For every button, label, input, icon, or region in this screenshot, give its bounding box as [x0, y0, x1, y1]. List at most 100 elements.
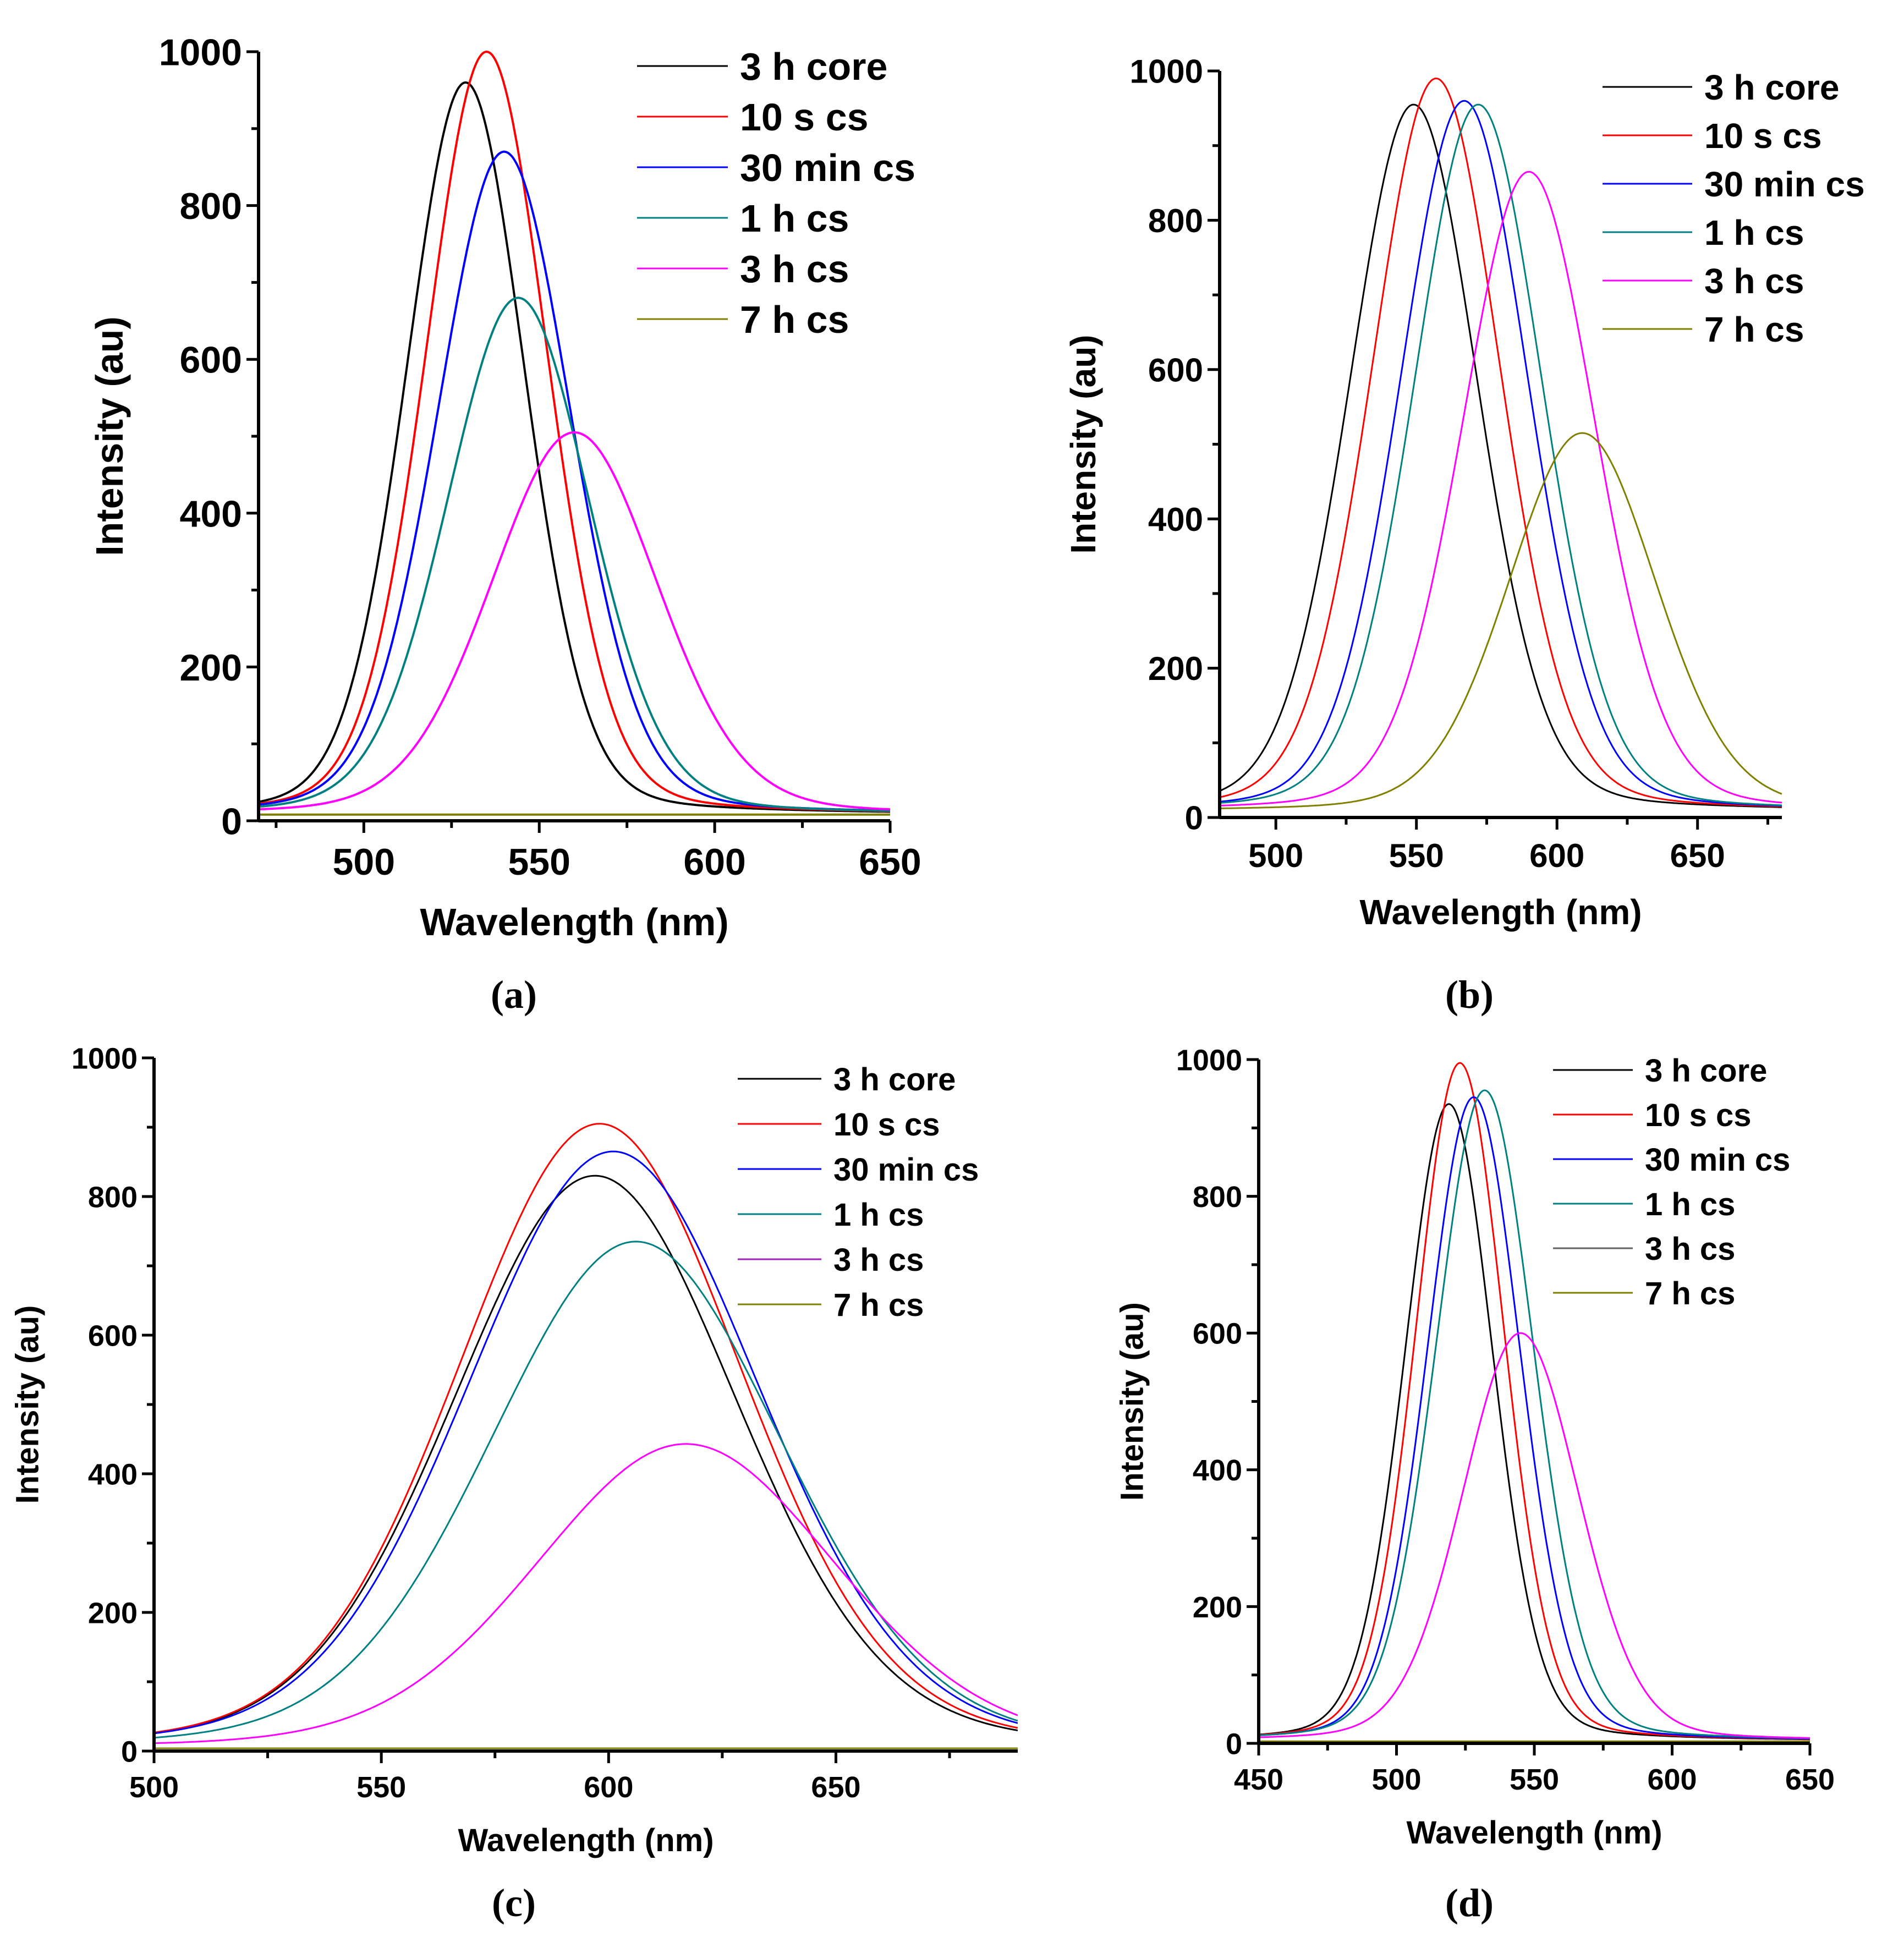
x-tick-label: 550	[508, 841, 570, 883]
y-axis-title: Intensity (au)	[1063, 334, 1103, 553]
y-tick-label: 1000	[1130, 53, 1203, 90]
y-axis-title: Intensity (au)	[10, 1305, 46, 1504]
y-tick-label: 0	[1226, 1727, 1242, 1760]
panel-caption: (b)	[1445, 973, 1494, 1017]
chart-panel-c: 500 550 600 650 0 200 400 600 800 1000 Wavelength …	[10, 1042, 1018, 1925]
legend-label: 1 h cs	[740, 197, 849, 240]
legend-label: 30 min cs	[1645, 1142, 1790, 1178]
series-line-10-s-cs	[154, 1123, 1018, 1733]
x-tick-label: 650	[859, 841, 921, 883]
x-tick-label: 650	[1670, 837, 1725, 874]
y-tick-label: 800	[88, 1181, 138, 1214]
x-tick-label: 500	[129, 1771, 179, 1804]
legend-label: 3 h core	[1645, 1053, 1767, 1089]
series-line-1-h-cs	[1259, 1089, 1810, 1739]
y-tick-label: 600	[1193, 1318, 1242, 1351]
y-tick-label: 800	[1148, 202, 1203, 239]
legend-label: 3 h core	[833, 1062, 956, 1098]
legend-label: 30 min cs	[740, 146, 915, 189]
y-tick-label: 200	[1148, 650, 1203, 687]
legend-label: 7 h cs	[740, 298, 849, 341]
y-tick-label: 200	[180, 647, 242, 689]
x-tick-label: 550	[1389, 837, 1444, 874]
x-tick-label: 650	[811, 1771, 860, 1804]
x-tick-label: 550	[356, 1771, 406, 1804]
series-line-3-h-core	[1220, 103, 1782, 808]
y-tick-label: 1000	[1176, 1044, 1242, 1077]
y-tick-label: 1000	[72, 1042, 138, 1075]
legend: 3 h core 10 s cs 30 min cs 1 h cs 3 h cs 7 h …	[738, 1062, 979, 1323]
y-tick-label: 600	[1148, 352, 1203, 388]
legend-label: 7 h cs	[1704, 310, 1804, 349]
legend-label: 3 h cs	[1645, 1231, 1735, 1267]
legend-label: 1 h cs	[833, 1197, 924, 1233]
series-line-3-h-cs	[154, 1443, 1018, 1744]
legend: 3 h core 10 s cs 30 min cs 1 h cs 3 h cs 7 h …	[1603, 68, 1865, 349]
legend-label: 10 s cs	[1645, 1098, 1752, 1133]
chart-panel-d: 450 500 550 600 650 0 200 400 600 800 1000 Waveleng…	[1115, 1044, 1835, 1925]
legend-label: 7 h cs	[833, 1287, 924, 1323]
x-tick-label: 600	[1647, 1763, 1697, 1796]
y-axis-title: Intensity (au)	[1115, 1302, 1150, 1501]
x-tick-label: 500	[1248, 837, 1303, 874]
panel-caption: (c)	[492, 1881, 536, 1925]
panel-caption: (d)	[1445, 1881, 1494, 1925]
series-line-30-min-cs	[1220, 100, 1782, 807]
legend-label: 3 h core	[1704, 68, 1839, 107]
legend-label: 3 h cs	[1704, 261, 1804, 301]
legend-label: 10 s cs	[1704, 116, 1822, 156]
legend: 3 h core 10 s cs 30 min cs 1 h cs 3 h cs 7 h …	[1553, 1053, 1790, 1312]
x-tick-label: 450	[1234, 1763, 1283, 1796]
series-line-30-min-cs	[1259, 1096, 1810, 1740]
series-line-30-min-cs	[154, 1150, 1018, 1735]
legend-label: 30 min cs	[833, 1152, 979, 1188]
series-line-3-h-cs	[1259, 1332, 1810, 1739]
y-tick-label: 800	[1193, 1181, 1242, 1214]
series-line-10-s-cs	[1220, 78, 1782, 808]
series-line-7-h-cs	[1220, 432, 1782, 809]
x-tick-label: 500	[1371, 1763, 1421, 1796]
y-tick-label: 600	[88, 1319, 138, 1352]
y-tick-label: 800	[180, 185, 242, 227]
y-tick-label: 200	[88, 1596, 138, 1629]
x-tick-label: 550	[1510, 1763, 1559, 1796]
series-line-1-h-cs	[1220, 103, 1782, 806]
x-tick-label: 600	[1529, 837, 1584, 874]
x-tick-label: 600	[683, 841, 745, 883]
y-tick-label: 0	[221, 800, 242, 842]
y-tick-label: 200	[1193, 1591, 1242, 1624]
legend-label: 3 h cs	[833, 1242, 924, 1278]
y-tick-label: 400	[88, 1458, 138, 1491]
panel-caption: (a)	[491, 973, 537, 1017]
x-axis-title: Wavelength (nm)	[1359, 892, 1642, 932]
legend-label: 3 h cs	[740, 248, 849, 290]
y-tick-label: 400	[180, 493, 242, 535]
legend-label: 1 h cs	[1645, 1187, 1735, 1222]
legend-label: 3 h core	[740, 45, 887, 88]
legend-label: 30 min cs	[1704, 164, 1865, 204]
x-axis-title: Wavelength (nm)	[458, 1823, 714, 1858]
legend-label: 10 s cs	[833, 1107, 940, 1143]
legend-label: 10 s cs	[740, 96, 869, 139]
legend: 3 h core 10 s cs 30 min cs 1 h cs 3 h cs 7 h …	[637, 45, 915, 341]
y-tick-label: 0	[121, 1735, 138, 1768]
legend-label: 7 h cs	[1645, 1276, 1735, 1312]
y-axis-title: Intensity (au)	[88, 316, 131, 556]
y-tick-label: 400	[1148, 501, 1203, 538]
y-tick-label: 600	[180, 339, 242, 381]
x-tick-label: 600	[584, 1771, 633, 1804]
chart-panel-a: 500 550 600 650 0 200 400 600 800 1000 Wavelength …	[88, 31, 921, 1017]
y-tick-label: 400	[1193, 1454, 1242, 1487]
x-tick-label: 650	[1785, 1763, 1835, 1796]
x-axis-title: Wavelength (nm)	[420, 901, 728, 943]
legend-label: 1 h cs	[1704, 213, 1804, 253]
series-line-3-h-cs	[259, 431, 890, 811]
series-line-3-h-core	[154, 1175, 1018, 1735]
y-tick-label: 1000	[159, 31, 242, 73]
x-tick-label: 500	[333, 841, 395, 883]
x-axis-title: Wavelength (nm)	[1406, 1815, 1662, 1851]
chart-panel-b: 500 550 600 650 0 200 400 600 800 1000 Wavelength …	[1063, 53, 1865, 1017]
series-line-3-h-core	[259, 81, 890, 813]
y-tick-label: 0	[1185, 800, 1203, 837]
